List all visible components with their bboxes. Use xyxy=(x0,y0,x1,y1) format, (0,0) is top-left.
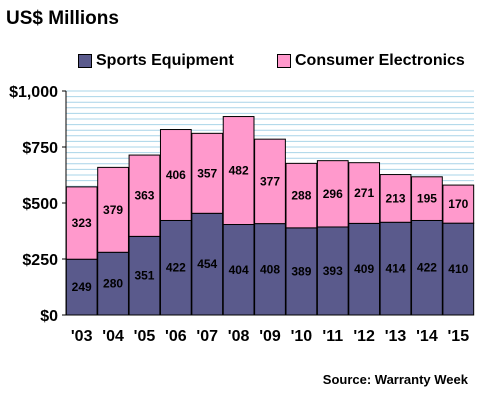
data-label-consumer-electronics: 271 xyxy=(354,186,374,200)
data-label-sports-equipment: 408 xyxy=(260,262,280,276)
data-label-sports-equipment: 414 xyxy=(386,262,406,276)
data-label-sports-equipment: 422 xyxy=(166,261,186,275)
bar-sports-equipment xyxy=(411,219,443,316)
x-tick-label: '15 xyxy=(448,328,470,345)
data-label-sports-equipment: 454 xyxy=(197,257,217,271)
bar-sports-equipment xyxy=(379,221,412,316)
y-tick-label: $0 xyxy=(40,308,58,325)
legend: Sports Equipment Consumer Electronics xyxy=(0,52,480,76)
legend-swatch-consumer-electronics xyxy=(277,54,291,68)
data-label-consumer-electronics: 377 xyxy=(260,174,280,188)
data-label-consumer-electronics: 406 xyxy=(166,168,186,182)
data-label-consumer-electronics: 323 xyxy=(72,216,92,230)
bar-consumer-electronics xyxy=(316,160,349,228)
bar-consumer-electronics xyxy=(442,184,475,224)
legend-item-sports-equipment: Sports Equipment xyxy=(78,52,234,70)
x-tick-label: '11 xyxy=(322,328,343,345)
data-label-sports-equipment: 393 xyxy=(323,264,343,278)
source-note: Source: Warranty Week xyxy=(322,372,468,387)
data-label-consumer-electronics: 379 xyxy=(103,203,123,217)
bar-consumer-electronics xyxy=(97,166,129,253)
bar-consumer-electronics xyxy=(285,162,318,229)
bar-consumer-electronics xyxy=(348,162,381,224)
bar-consumer-electronics xyxy=(379,174,412,223)
data-label-consumer-electronics: 213 xyxy=(386,191,406,205)
legend-label-sports-equipment: Sports Equipment xyxy=(96,52,234,69)
data-label-consumer-electronics: 482 xyxy=(229,164,249,178)
data-label-sports-equipment: 389 xyxy=(291,264,311,278)
x-tick-label: '10 xyxy=(291,328,313,345)
bar-consumer-electronics xyxy=(65,186,98,260)
data-label-consumer-electronics: 170 xyxy=(448,197,468,211)
data-label-sports-equipment: 351 xyxy=(134,269,154,283)
x-tick-label: '08 xyxy=(228,328,250,345)
x-tick-label: '09 xyxy=(259,328,281,345)
data-label-sports-equipment: 280 xyxy=(103,277,123,291)
legend-label-consumer-electronics: Consumer Electronics xyxy=(295,52,465,69)
data-label-consumer-electronics: 357 xyxy=(197,166,217,180)
x-tick-label: '04 xyxy=(102,328,124,345)
data-label-sports-equipment: 409 xyxy=(354,262,374,276)
bar-consumer-electronics xyxy=(411,176,443,221)
legend-item-consumer-electronics: Consumer Electronics xyxy=(277,52,465,70)
bar-consumer-electronics xyxy=(222,116,255,226)
bar-sports-equipment xyxy=(254,223,286,316)
bar-sports-equipment xyxy=(159,219,192,316)
bar-sports-equipment xyxy=(442,222,475,316)
data-label-sports-equipment: 249 xyxy=(72,280,92,294)
y-tick-label: $750 xyxy=(22,140,58,157)
y-tick-label: $1,000 xyxy=(9,84,58,101)
legend-swatch-sports-equipment xyxy=(78,54,92,68)
y-tick-label: $250 xyxy=(22,252,58,269)
x-tick-label: '14 xyxy=(416,328,438,345)
x-tick-label: '07 xyxy=(196,328,218,345)
bar-sports-equipment xyxy=(128,235,161,316)
bar-consumer-electronics xyxy=(128,154,161,237)
data-label-sports-equipment: 404 xyxy=(229,263,249,277)
x-tick-label: '12 xyxy=(353,328,375,345)
bar-consumer-electronics xyxy=(159,129,192,221)
x-tick-label: '03 xyxy=(71,328,93,345)
bar-consumer-electronics xyxy=(191,132,224,214)
bar-consumer-electronics xyxy=(254,138,286,225)
data-label-sports-equipment: 422 xyxy=(417,261,437,275)
x-tick-label: '13 xyxy=(385,328,407,345)
data-label-consumer-electronics: 363 xyxy=(134,189,154,203)
data-label-sports-equipment: 410 xyxy=(448,262,468,276)
data-label-consumer-electronics: 296 xyxy=(323,187,343,201)
x-tick-label: '05 xyxy=(134,328,156,345)
chart-title: US$ Millions xyxy=(6,8,119,29)
data-label-consumer-electronics: 195 xyxy=(417,192,437,206)
y-tick-label: $500 xyxy=(22,196,58,213)
data-label-consumer-electronics: 288 xyxy=(291,189,311,203)
bar-sports-equipment xyxy=(285,227,318,316)
x-tick-label: '06 xyxy=(165,328,187,345)
bar-sports-equipment xyxy=(97,251,129,316)
